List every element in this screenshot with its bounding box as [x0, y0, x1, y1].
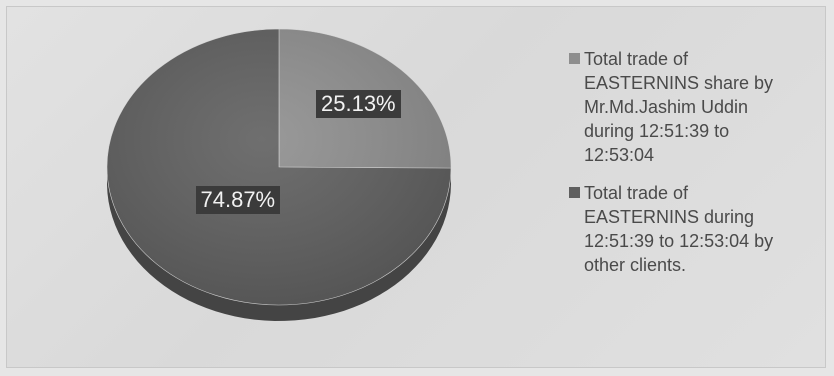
- pie-data-label-0: 25.13%: [316, 89, 401, 118]
- pie-shading: [107, 29, 451, 305]
- legend-label: Total trade of EASTERNINS share by Mr.Md…: [584, 49, 774, 165]
- legend-label: Total trade of EASTERNINS during 12:51:3…: [584, 183, 774, 275]
- legend: Total trade of EASTERNINS share by Mr.Md…: [569, 47, 831, 291]
- legend-item-other-clients: Total trade of EASTERNINS during 12:51:3…: [569, 181, 831, 277]
- chart-frame: 25.13% 74.87% Total trade of EASTERNINS s…: [6, 6, 826, 368]
- legend-swatch-icon: [569, 187, 580, 198]
- pie-data-label-1: 74.87%: [195, 185, 281, 214]
- legend-item-jashim-uddin: Total trade of EASTERNINS share by Mr.Md…: [569, 47, 831, 167]
- legend-swatch-icon: [569, 53, 580, 64]
